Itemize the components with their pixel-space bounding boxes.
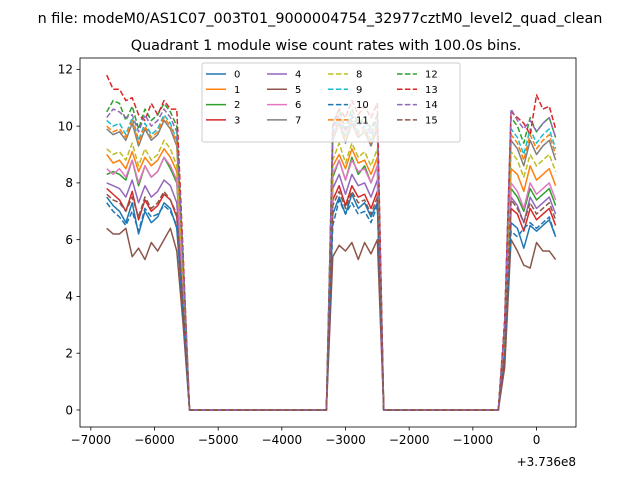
y-axis: 0 2 4 6 8 10 12 — [58, 63, 80, 417]
x-axis-offset-label: +3.736e8 — [517, 455, 576, 469]
series-line-3 — [106, 184, 557, 411]
y-tick-label: 2 — [65, 347, 73, 361]
series-line-4 — [106, 173, 557, 411]
x-axis: −7000 −6000 −5000 −4000 −3000 −2000 −1000 0 — [71, 427, 541, 447]
x-tick-label: −7000 — [71, 433, 112, 447]
x-tick-label: −3000 — [325, 433, 366, 447]
legend-label-3: 3 — [234, 115, 240, 126]
legend-label-6: 6 — [295, 100, 301, 111]
y-tick-label: 0 — [65, 403, 73, 417]
legend-label-0: 0 — [234, 70, 240, 81]
x-tick-label: 0 — [533, 433, 541, 447]
legend-label-12: 12 — [425, 70, 438, 81]
y-tick-label: 6 — [65, 233, 73, 247]
series-line-14 — [106, 108, 557, 411]
legend-label-11: 11 — [356, 115, 369, 126]
legend-label-15: 15 — [425, 115, 438, 126]
series-line-1 — [106, 148, 557, 411]
x-tick-label: −4000 — [262, 433, 303, 447]
series-line-5 — [106, 227, 557, 411]
legend-frame — [201, 62, 461, 143]
chart-title: Quadrant 1 module wise count rates with … — [131, 38, 522, 54]
legend-label-5: 5 — [295, 85, 301, 96]
legend-label-14: 14 — [425, 100, 438, 111]
figure-suptitle: n file: modeM0/AS1C07_003T01_9000004754_… — [38, 11, 603, 27]
legend-label-13: 13 — [425, 85, 438, 96]
legend-label-1: 1 — [234, 85, 240, 96]
x-tick-label: −1000 — [453, 433, 494, 447]
x-tick-label: −5000 — [198, 433, 239, 447]
legend-label-2: 2 — [234, 100, 240, 111]
y-tick-label: 4 — [65, 290, 73, 304]
legend-label-7: 7 — [295, 115, 301, 126]
x-tick-label: −6000 — [134, 433, 175, 447]
series-line-15 — [106, 190, 557, 411]
legend-label-8: 8 — [356, 70, 362, 81]
legend-label-10: 10 — [356, 100, 369, 111]
axes-frame — [79, 57, 577, 428]
y-tick-label: 12 — [58, 63, 73, 77]
x-tick-label: −2000 — [389, 433, 430, 447]
y-tick-label: 8 — [65, 176, 73, 190]
series-line-6 — [106, 156, 557, 411]
series-line-10 — [106, 199, 557, 411]
y-tick-label: 10 — [58, 119, 73, 133]
legend-label-9: 9 — [356, 85, 362, 96]
legend-label-4: 4 — [295, 70, 301, 81]
